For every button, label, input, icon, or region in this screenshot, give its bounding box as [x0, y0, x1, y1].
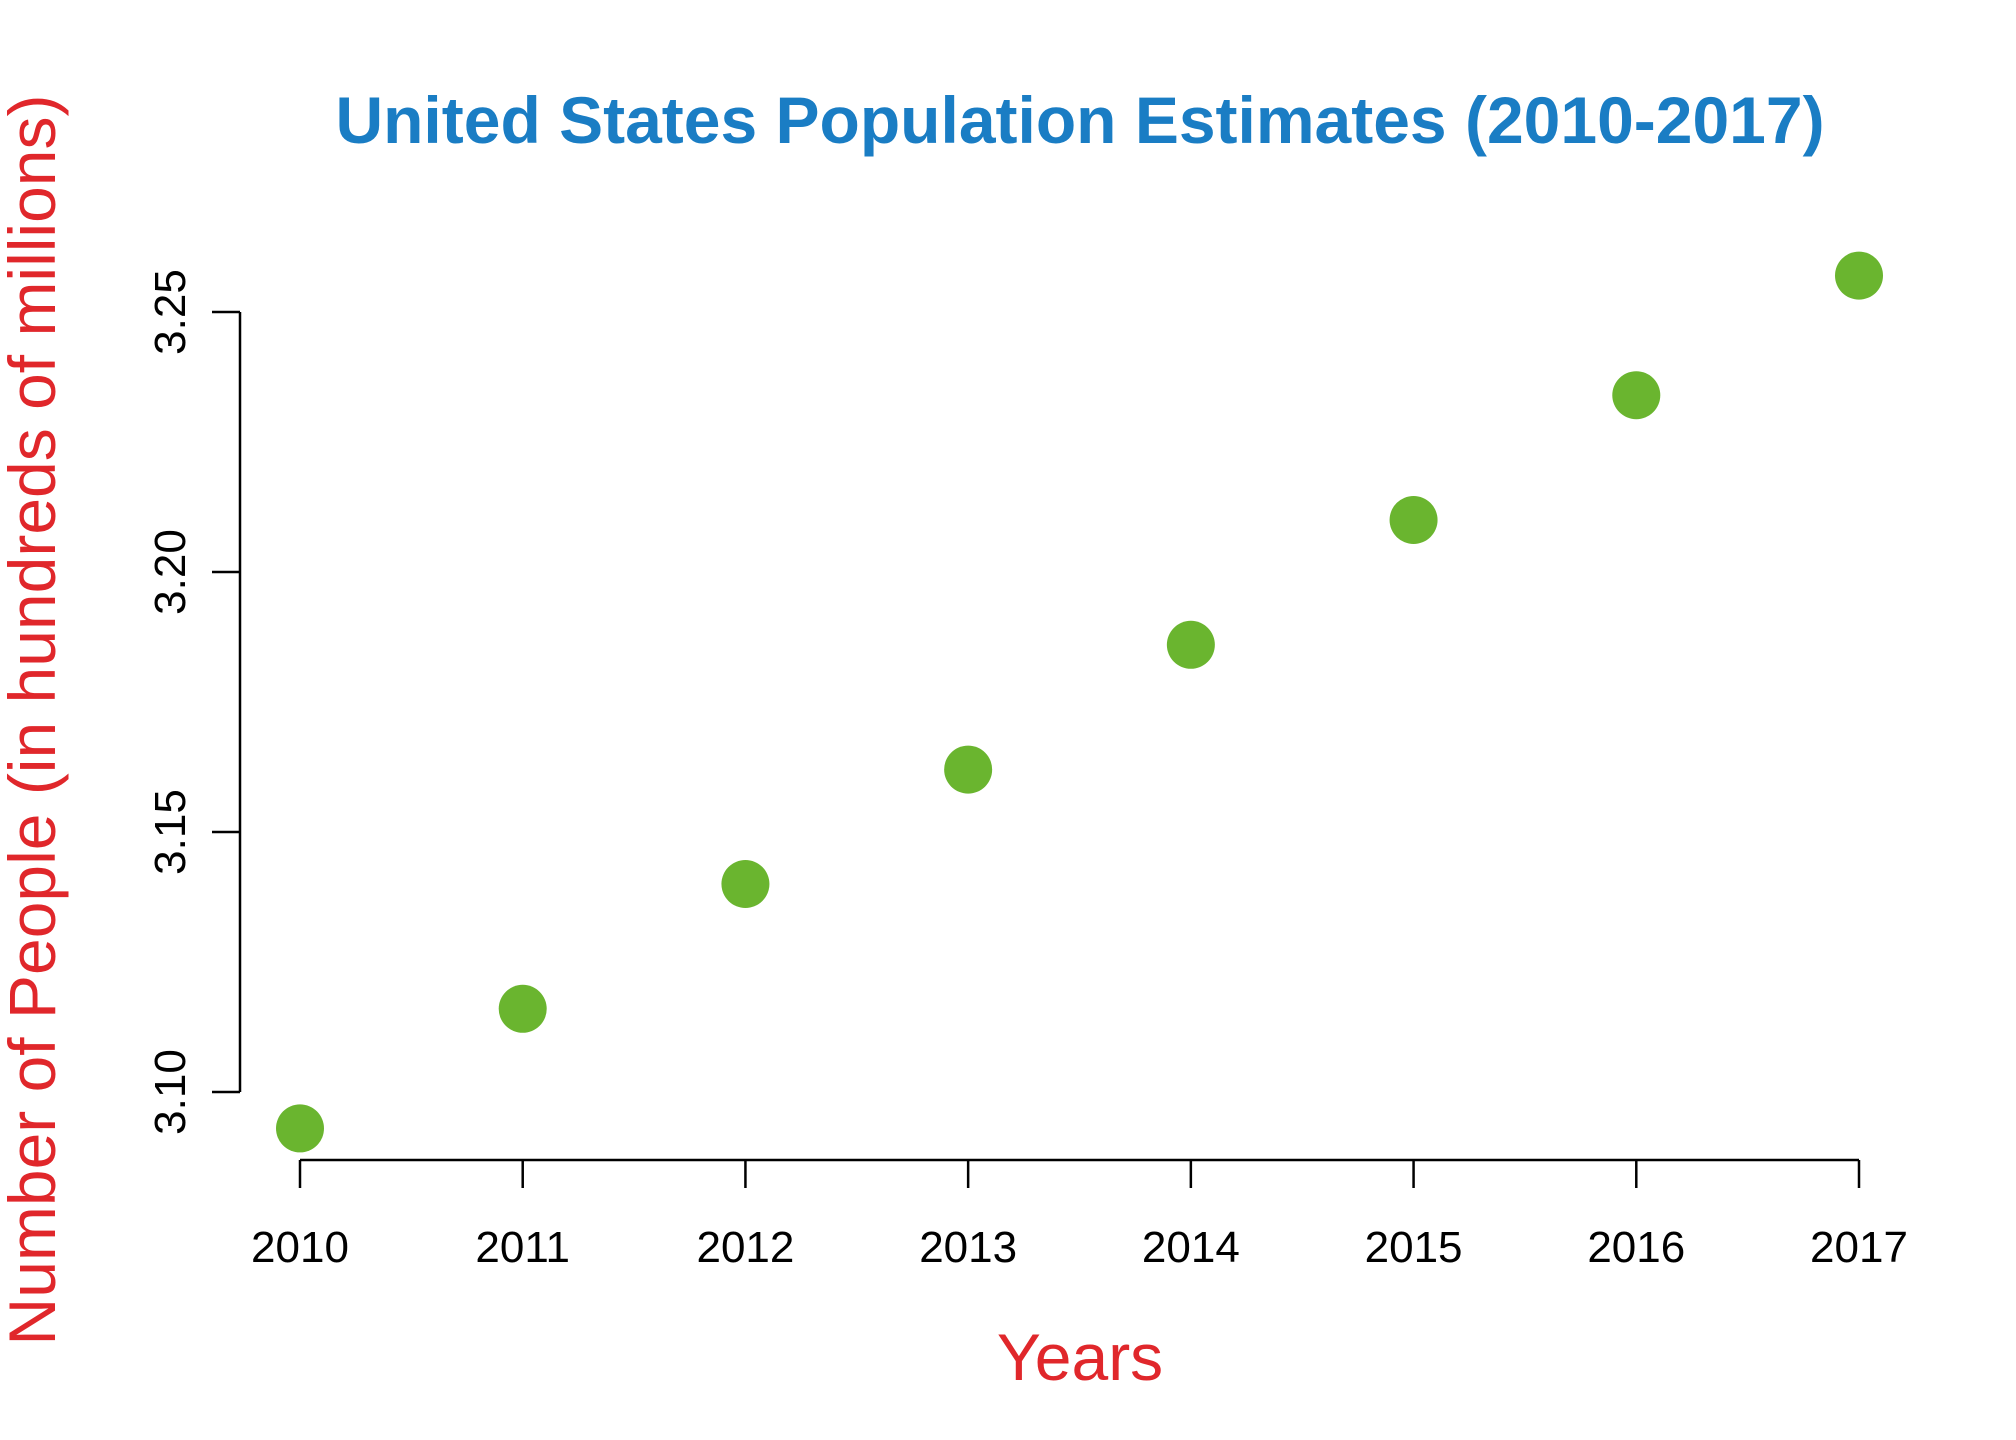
- y-axis: 3.10 3.15 3.20 3.25: [146, 269, 242, 1135]
- data-point: [1835, 251, 1883, 300]
- x-tick-label: 2013: [919, 1223, 1017, 1272]
- data-point: [498, 984, 547, 1033]
- y-axis-title: Number of People (in hundreds of million…: [0, 95, 69, 1346]
- data-point: [944, 745, 993, 794]
- x-tick-label: 2014: [1142, 1223, 1240, 1272]
- x-tick-label: 2015: [1365, 1223, 1463, 1272]
- x-tick-label: 2011: [475, 1223, 570, 1272]
- data-point: [1166, 620, 1215, 669]
- chart-title: United States Population Estimates (2010…: [335, 83, 1824, 157]
- x-tick-label: 2016: [1587, 1223, 1685, 1272]
- y-tick-label: 3.15: [146, 789, 195, 875]
- x-tick-label: 2012: [696, 1223, 794, 1272]
- data-point: [1612, 371, 1661, 420]
- y-tick-label: 3.10: [146, 1049, 195, 1135]
- data-point: [1389, 496, 1438, 544]
- data-point: [276, 1104, 324, 1153]
- data-points: [276, 251, 1883, 1153]
- x-tick-label: 2017: [1810, 1223, 1908, 1272]
- x-axis: 2010 2011 2012 2013 2014 2015 2016 2017: [251, 1158, 1908, 1272]
- data-point: [721, 860, 770, 908]
- x-axis-title: Years: [997, 1320, 1163, 1394]
- x-tick-label: 2010: [251, 1223, 349, 1272]
- y-tick-label: 3.20: [146, 529, 195, 615]
- y-tick-label: 3.25: [146, 269, 195, 355]
